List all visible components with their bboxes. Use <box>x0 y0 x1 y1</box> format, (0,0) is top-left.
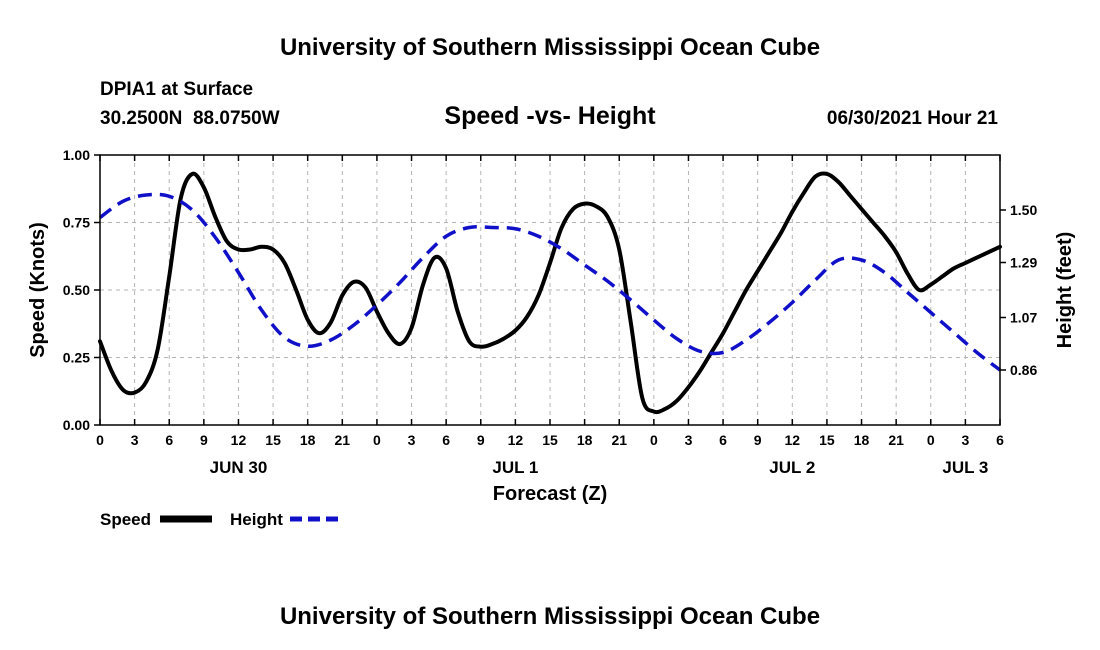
station-label: DPIA1 at Surface <box>100 79 253 100</box>
x-tick-label: 3 <box>131 432 139 448</box>
x-tick-label: 3 <box>685 432 693 448</box>
y-left-tick-label: 0.75 <box>63 215 90 231</box>
x-axis-label: Forecast (Z) <box>493 483 607 505</box>
x-tick-label: 18 <box>577 432 593 448</box>
y-left-tick-label: 0.00 <box>63 417 90 433</box>
x-tick-label: 6 <box>165 432 173 448</box>
x-tick-label: 15 <box>542 432 558 448</box>
axis-ticks: 0 3 6 9 12 15 18 21 0 3 6 9 12 15 18 21 0 3 6 9 12 15 18 21 0 3 6 0… <box>63 147 1038 477</box>
x-tick-label: 21 <box>611 432 627 448</box>
x-tick-label: 12 <box>785 432 801 448</box>
grid-lines <box>100 155 1000 425</box>
x-tick-label: 15 <box>819 432 835 448</box>
x-tick-label: 3 <box>961 432 969 448</box>
x-tick-label: 21 <box>335 432 351 448</box>
legend-speed-label: Speed <box>100 510 151 529</box>
x-tick-label: 9 <box>477 432 485 448</box>
y-right-tick-label: 1.29 <box>1010 255 1037 271</box>
x-tick-label: 21 <box>888 432 904 448</box>
y-right-tick-label: 1.50 <box>1010 202 1037 218</box>
x-tick-label: 0 <box>96 432 104 448</box>
x-tick-label: 9 <box>754 432 762 448</box>
chart-title: Speed -vs- Height <box>444 102 656 130</box>
y-left-tick-label: 0.50 <box>63 282 90 298</box>
date-label: JUN 30 <box>210 458 268 477</box>
y-left-tick-label: 0.25 <box>63 350 90 366</box>
x-tick-label: 6 <box>442 432 450 448</box>
footer-title: University of Southern Mississippi Ocean… <box>280 603 820 630</box>
date-label: JUL 2 <box>769 458 815 477</box>
y-right-tick-label: 1.07 <box>1010 310 1037 326</box>
x-tick-label: 6 <box>996 432 1004 448</box>
x-tick-label: 0 <box>373 432 381 448</box>
legend-height-label: Height <box>230 510 283 529</box>
x-tick-label: 12 <box>508 432 524 448</box>
x-tick-label: 9 <box>200 432 208 448</box>
height-series-line <box>98 192 1002 372</box>
x-tick-label: 18 <box>300 432 316 448</box>
y-axis-left-label: Speed (Knots) <box>27 222 49 358</box>
x-tick-label: 18 <box>854 432 870 448</box>
y-left-tick-label: 1.00 <box>63 147 90 163</box>
x-tick-label: 15 <box>265 432 281 448</box>
x-tick-label: 6 <box>719 432 727 448</box>
y-axis-right-label: Height (feet) <box>1054 232 1076 349</box>
timestamp-label: 06/30/2021 Hour 21 <box>827 108 999 129</box>
y-right-tick-label: 0.86 <box>1010 362 1037 378</box>
x-tick-label: 3 <box>408 432 416 448</box>
header-title: University of Southern Mississippi Ocean… <box>280 34 820 61</box>
coordinates-label: 30.2500N 88.0750W <box>100 108 280 129</box>
x-tick-label: 0 <box>927 432 935 448</box>
date-label: JUL 1 <box>492 458 538 477</box>
speed-series-line <box>98 171 1002 415</box>
date-label: JUL 3 <box>942 458 988 477</box>
series-layer <box>98 171 1002 415</box>
x-tick-label: 12 <box>231 432 247 448</box>
x-tick-label: 0 <box>650 432 658 448</box>
